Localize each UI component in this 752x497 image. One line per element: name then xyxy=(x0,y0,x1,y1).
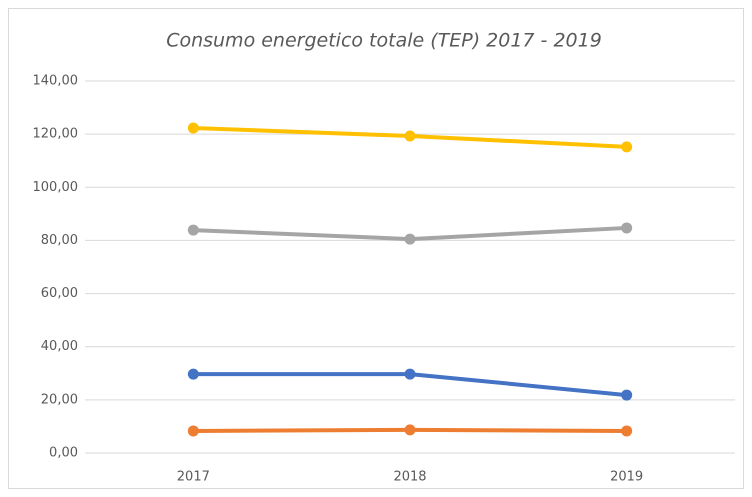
y-tick-label: 100,00 xyxy=(33,180,79,195)
data-point xyxy=(404,130,416,142)
chart-title: Consumo energetico totale (TEP) 2017 - 2… xyxy=(166,30,602,52)
data-point xyxy=(187,425,199,437)
y-tick-label: 60,00 xyxy=(41,286,78,301)
x-tick-label: 2019 xyxy=(610,470,643,485)
y-tick-label: 40,00 xyxy=(41,339,78,354)
data-point xyxy=(621,389,633,401)
y-tick-label: 0,00 xyxy=(49,446,78,461)
data-point xyxy=(621,141,633,153)
data-point xyxy=(187,224,199,236)
data-point xyxy=(404,424,416,436)
y-tick-label: 120,00 xyxy=(33,127,79,142)
data-point xyxy=(621,425,633,437)
x-tick-label: 2017 xyxy=(177,470,210,485)
data-point xyxy=(404,368,416,380)
y-tick-label: 140,00 xyxy=(33,74,79,89)
chart-border xyxy=(8,8,744,489)
data-point xyxy=(187,368,199,380)
y-tick-label: 20,00 xyxy=(41,392,78,407)
data-point xyxy=(404,233,416,245)
data-point xyxy=(621,222,633,234)
data-point xyxy=(187,122,199,134)
y-tick-label: 80,00 xyxy=(41,233,78,248)
x-tick-label: 2018 xyxy=(393,470,426,485)
